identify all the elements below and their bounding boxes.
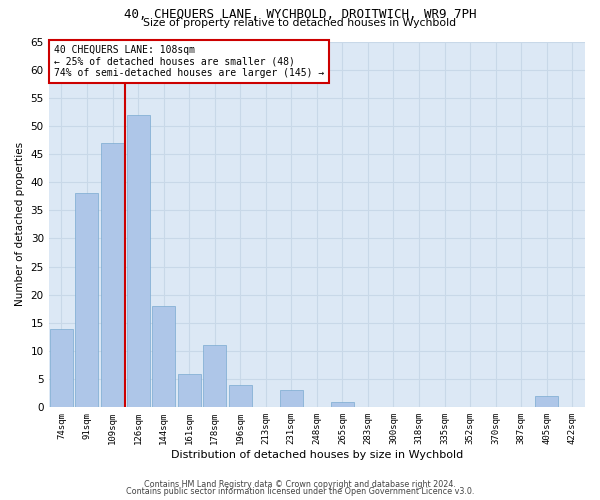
Y-axis label: Number of detached properties: Number of detached properties: [15, 142, 25, 306]
Bar: [76, 194, 98, 408]
Text: Size of property relative to detached houses in Wychbold: Size of property relative to detached ho…: [143, 18, 457, 28]
Bar: [50, 328, 73, 407]
Bar: [535, 396, 558, 407]
Text: Contains HM Land Registry data © Crown copyright and database right 2024.: Contains HM Land Registry data © Crown c…: [144, 480, 456, 489]
Bar: [101, 143, 124, 407]
Bar: [203, 346, 226, 408]
Text: Contains public sector information licensed under the Open Government Licence v3: Contains public sector information licen…: [126, 487, 474, 496]
Bar: [280, 390, 303, 407]
Text: 40, CHEQUERS LANE, WYCHBOLD, DROITWICH, WR9 7PH: 40, CHEQUERS LANE, WYCHBOLD, DROITWICH, …: [124, 8, 476, 20]
Bar: [178, 374, 200, 408]
Text: 40 CHEQUERS LANE: 108sqm
← 25% of detached houses are smaller (48)
74% of semi-d: 40 CHEQUERS LANE: 108sqm ← 25% of detach…: [54, 45, 324, 78]
Bar: [229, 385, 252, 407]
Bar: [127, 114, 149, 408]
Bar: [152, 306, 175, 408]
X-axis label: Distribution of detached houses by size in Wychbold: Distribution of detached houses by size …: [171, 450, 463, 460]
Bar: [331, 402, 354, 407]
